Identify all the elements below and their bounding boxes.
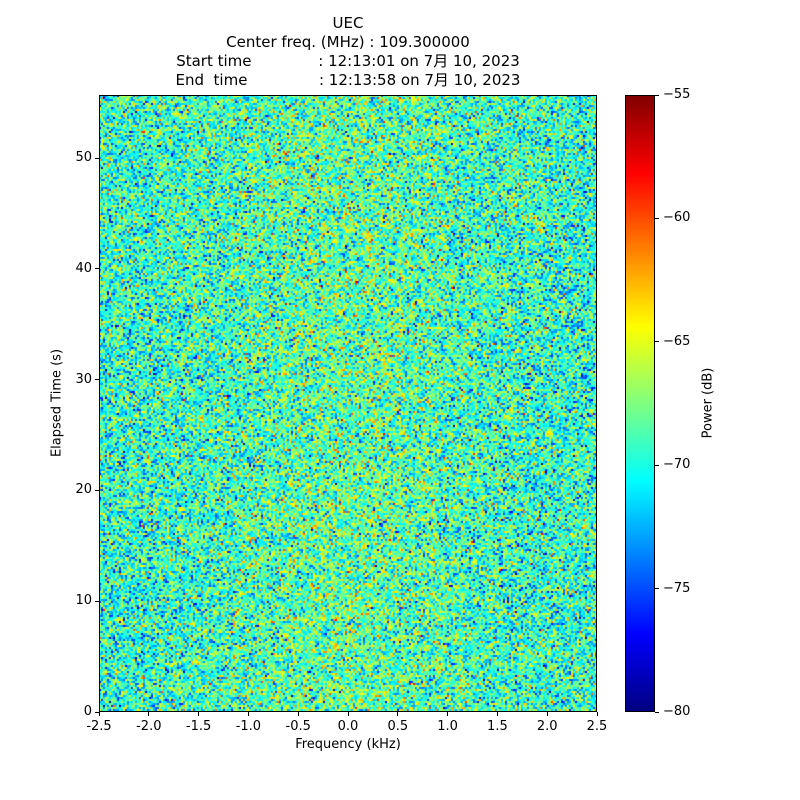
x-tick-label: -2.0 bbox=[136, 719, 162, 734]
y-axis-label: Elapsed Time (s) bbox=[49, 348, 65, 458]
x-tick-mark bbox=[98, 712, 100, 716]
x-tick-label: -1.0 bbox=[235, 719, 262, 734]
x-tick-mark bbox=[447, 712, 449, 716]
x-tick-mark bbox=[198, 712, 200, 716]
colorbar-tick-label: −70 bbox=[663, 457, 691, 473]
colorbar-tick-label: −80 bbox=[663, 704, 691, 719]
x-tick-label: 2.0 bbox=[536, 719, 558, 734]
start-time-line: Start time : 12:13:01 on 7月 10, 2023 bbox=[176, 52, 520, 70]
y-tick-mark bbox=[95, 711, 99, 713]
spectrogram-heatmap bbox=[99, 95, 597, 712]
colorbar-tick-mark bbox=[655, 341, 659, 343]
y-tick-label: 30 bbox=[75, 371, 92, 387]
x-tick-label: 1.0 bbox=[437, 719, 458, 734]
colorbar-tick-label: −75 bbox=[663, 580, 691, 596]
colorbar-tick-label: −60 bbox=[663, 210, 691, 226]
end-time-line: End time : 12:13:58 on 7月 10, 2023 bbox=[175, 71, 521, 89]
y-tick-mark bbox=[95, 379, 99, 381]
x-tick-mark bbox=[496, 712, 498, 716]
x-tick-label: -2.5 bbox=[86, 719, 112, 734]
x-tick-label: 1.5 bbox=[487, 719, 508, 734]
colorbar-tick-mark bbox=[655, 711, 659, 713]
x-tick-mark bbox=[247, 712, 249, 716]
y-tick-mark bbox=[95, 600, 99, 602]
title-block: UEC Center freq. (MHz) : 109.300000 Star… bbox=[0, 14, 696, 90]
x-tick-mark bbox=[397, 712, 399, 716]
y-tick-label: 0 bbox=[83, 704, 92, 719]
x-tick-mark bbox=[546, 712, 548, 716]
colorbar-tick-label: −65 bbox=[663, 333, 691, 349]
y-tick-mark bbox=[95, 489, 99, 491]
x-tick-label: 0.0 bbox=[337, 719, 359, 734]
colorbar-tick-mark bbox=[655, 217, 659, 219]
x-tick-mark bbox=[148, 712, 150, 716]
x-tick-mark bbox=[297, 712, 299, 716]
center-freq-line: Center freq. (MHz) : 109.300000 bbox=[226, 33, 470, 51]
y-tick-label: 20 bbox=[75, 482, 92, 498]
y-tick-mark bbox=[95, 157, 99, 159]
colorbar-label: Power (dB) bbox=[700, 367, 716, 439]
y-tick-label: 10 bbox=[75, 593, 92, 609]
plot-title: UEC bbox=[332, 14, 364, 32]
colorbar-tick-mark bbox=[655, 464, 659, 466]
colorbar-gradient bbox=[625, 95, 655, 712]
y-tick-label: 40 bbox=[75, 260, 92, 276]
x-tick-label: -1.5 bbox=[185, 719, 212, 734]
x-tick-mark bbox=[347, 712, 349, 716]
x-tick-label: -0.5 bbox=[285, 719, 311, 734]
y-tick-label: 50 bbox=[75, 150, 92, 166]
y-tick-mark bbox=[95, 268, 99, 270]
x-tick-label: 2.5 bbox=[586, 719, 608, 734]
colorbar-tick-label: −55 bbox=[663, 87, 691, 102]
colorbar-tick-mark bbox=[655, 94, 659, 96]
colorbar-tick-mark bbox=[655, 588, 659, 590]
x-axis-label: Frequency (kHz) bbox=[295, 737, 401, 752]
x-tick-mark bbox=[596, 712, 598, 716]
x-tick-label: 0.5 bbox=[387, 719, 409, 734]
